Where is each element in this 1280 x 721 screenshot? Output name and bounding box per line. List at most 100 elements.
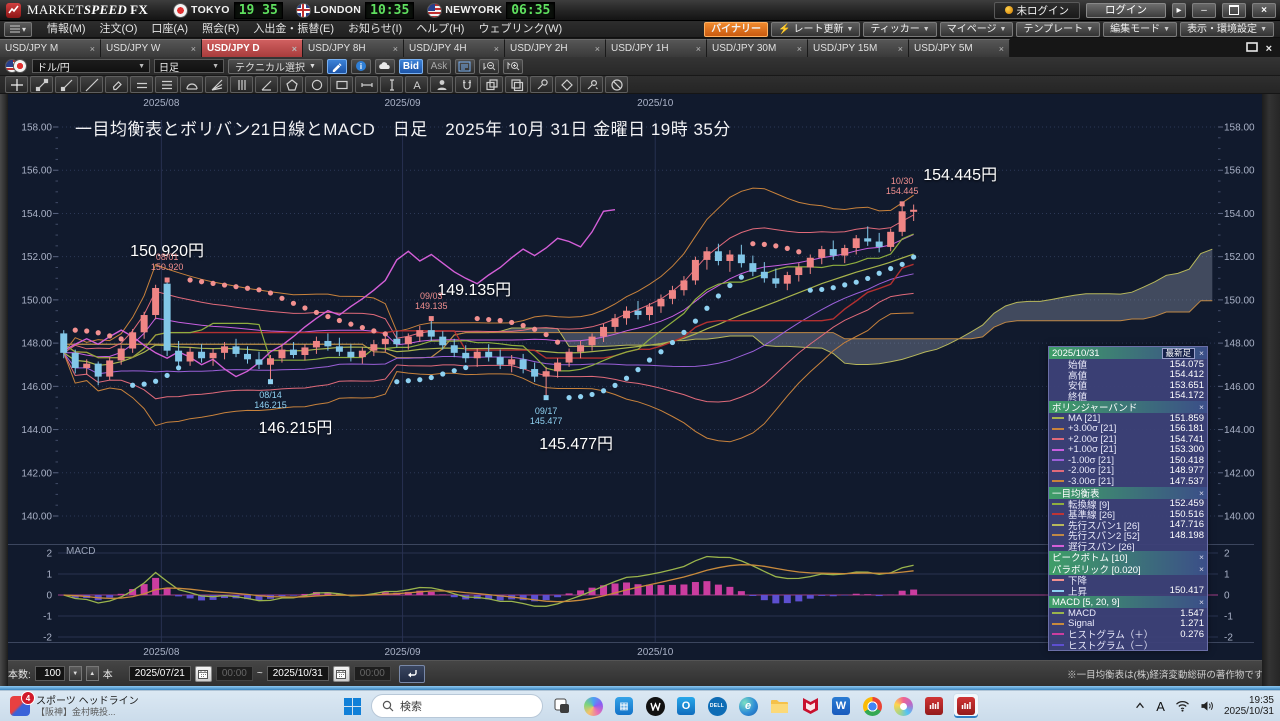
ask-toggle[interactable]: Ask — [427, 59, 451, 74]
tab-usdjpy-5m[interactable]: USD/JPY 5M× — [909, 39, 1010, 57]
tab-close-icon[interactable]: × — [191, 44, 196, 54]
tab-close-icon[interactable]: × — [393, 44, 398, 54]
rate-panel-button[interactable] — [455, 59, 475, 74]
tool-text-button[interactable]: A — [405, 76, 428, 93]
panel-section-close-icon[interactable]: × — [1199, 564, 1204, 574]
zoom-out-button[interactable] — [479, 59, 499, 74]
taskbar-icon-wealth-app[interactable] — [643, 694, 667, 718]
tab-usdjpy-30m[interactable]: USD/JPY 30M× — [707, 39, 808, 57]
tool-extended-line-button[interactable] — [80, 76, 103, 93]
taskbar-icon-store[interactable]: ▦ — [612, 694, 636, 718]
technical-select-button[interactable]: テクニカル選択▼ — [228, 59, 323, 74]
taskbar-news-widget[interactable]: 4 スポーツ ヘッドライン 【阪神】金村暁投... — [0, 691, 149, 721]
apply-range-button[interactable] — [399, 665, 425, 683]
taskbar-clock[interactable]: 19:35 2025/10/31 — [1224, 695, 1274, 717]
tool-layers-button[interactable] — [505, 76, 528, 93]
taskbar-icon-edge[interactable]: e — [736, 694, 760, 718]
tool-ray-line-button[interactable] — [55, 76, 78, 93]
chart-close-button[interactable]: × — [1266, 43, 1272, 55]
menubar-button-edit-mode[interactable]: 編集モード▼ — [1103, 22, 1177, 37]
menu-account[interactable]: 口座(A) — [144, 21, 195, 37]
window-menu-button[interactable]: ▾ — [4, 22, 32, 37]
tab-usdjpy-w[interactable]: USD/JPY W× — [101, 39, 202, 57]
tool-diamond-button[interactable] — [555, 76, 578, 93]
taskbar-icon-paint[interactable] — [891, 694, 915, 718]
panel-section-close-icon[interactable]: × — [1199, 552, 1204, 562]
count-down-button[interactable]: ▼ — [69, 666, 82, 681]
taskbar-icon-mcafee[interactable] — [798, 694, 822, 718]
ime-indicator[interactable]: A — [1156, 699, 1165, 714]
restore-button[interactable] — [1222, 3, 1246, 18]
ichimoku-cloud-button[interactable] — [375, 59, 395, 74]
draw-mode-button[interactable] — [327, 59, 347, 74]
tool-wrench-button[interactable] — [530, 76, 553, 93]
tab-close-icon[interactable]: × — [797, 44, 802, 54]
count-input[interactable]: 100 — [35, 666, 65, 681]
tab-close-icon[interactable]: × — [595, 44, 600, 54]
date-to-input[interactable]: 2025/10/31 — [267, 666, 329, 681]
menubar-button-view-settings[interactable]: 表示・環境設定▼ — [1180, 22, 1274, 37]
menu-help[interactable]: ヘルプ(H) — [409, 21, 471, 37]
taskbar-icon-copilot[interactable] — [581, 694, 605, 718]
tool-polygon-button[interactable] — [280, 76, 303, 93]
speaker-icon[interactable] — [1200, 700, 1214, 712]
tool-clear-button[interactable] — [605, 76, 628, 93]
menubar-button-rate-refresh[interactable]: ⚡レート更新▼ — [771, 22, 860, 37]
zoom-in-button[interactable] — [503, 59, 523, 74]
start-button[interactable] — [340, 694, 364, 718]
tool-grid-lines-button[interactable] — [155, 76, 178, 93]
tab-usdjpy-d[interactable]: USD/JPY D× — [202, 39, 303, 57]
panel-section-close-icon[interactable]: × — [1199, 597, 1204, 607]
bid-toggle[interactable]: Bid — [399, 59, 423, 74]
tool-crosshair-button[interactable] — [5, 76, 28, 93]
taskbar-icon-dell[interactable]: DELL — [705, 694, 729, 718]
tool-gann-line-button[interactable] — [255, 76, 278, 93]
tab-close-icon[interactable]: × — [696, 44, 701, 54]
menu-inquiry[interactable]: 照会(R) — [195, 21, 246, 37]
menubar-button-mypage[interactable]: マイページ▼ — [940, 22, 1014, 37]
tab-close-icon[interactable]: × — [90, 44, 95, 54]
tab-close-icon[interactable]: × — [494, 44, 499, 54]
taskbar-icon-marketspeed-active[interactable] — [953, 693, 979, 719]
tab-usdjpy-4h[interactable]: USD/JPY 4H× — [404, 39, 505, 57]
tab-close-icon[interactable]: × — [898, 44, 903, 54]
taskbar-icon-chrome[interactable] — [860, 694, 884, 718]
tab-usdjpy-m[interactable]: USD/JPY M× — [0, 39, 101, 57]
tool-magnet-button[interactable] — [455, 76, 478, 93]
menu-order[interactable]: 注文(O) — [93, 21, 145, 37]
taskbar-icon-marketspeed[interactable] — [922, 694, 946, 718]
taskbar-search[interactable]: 検索 — [371, 694, 543, 718]
date-to-calendar-button[interactable] — [333, 666, 350, 682]
menubar-button-template[interactable]: テンプレート▼ — [1016, 22, 1100, 37]
tray-overflow-chevron-icon[interactable] — [1134, 700, 1146, 712]
menu-deposit[interactable]: 入出金・振替(E) — [246, 21, 341, 37]
tool-fibonacci-arc-button[interactable] — [180, 76, 203, 93]
tab-close-icon[interactable]: × — [999, 44, 1004, 54]
tool-ellipse-button[interactable] — [305, 76, 328, 93]
count-up-button[interactable]: ▲ — [86, 666, 99, 681]
menu-weblink[interactable]: ウェブリンク(W) — [471, 21, 569, 37]
info-button[interactable]: i — [351, 59, 371, 74]
menubar-button-ticker[interactable]: ティッカー▼ — [863, 22, 936, 37]
tool-parallel-lines-button[interactable] — [130, 76, 153, 93]
tab-usdjpy-1h[interactable]: USD/JPY 1H× — [606, 39, 707, 57]
date-from-calendar-button[interactable] — [195, 666, 212, 682]
tool-copy-button[interactable] — [480, 76, 503, 93]
tab-usdjpy-2h[interactable]: USD/JPY 2H× — [505, 39, 606, 57]
taskbar-icon-task-view[interactable] — [550, 694, 574, 718]
tool-stamp-button[interactable] — [430, 76, 453, 93]
date-from-input[interactable]: 2025/07/21 — [129, 666, 191, 681]
menubar-button-binary[interactable]: バイナリー — [704, 22, 768, 37]
tool-horizontal-line-button[interactable] — [355, 76, 378, 93]
tab-usdjpy-15m[interactable]: USD/JPY 15M× — [808, 39, 909, 57]
menu-notice[interactable]: お知らせ(I) — [341, 21, 409, 37]
login-button[interactable]: ログイン — [1086, 3, 1166, 18]
pair-select[interactable]: ドル/円▼ — [32, 59, 150, 73]
panel-section-close-icon[interactable]: × — [1199, 348, 1204, 358]
close-button[interactable]: × — [1252, 3, 1276, 18]
expand-arrow-button[interactable]: ▸ — [1172, 3, 1186, 18]
panel-section-close-icon[interactable]: × — [1199, 488, 1204, 498]
tool-settings-button[interactable] — [580, 76, 603, 93]
timeframe-select[interactable]: 日足▼ — [154, 59, 224, 73]
